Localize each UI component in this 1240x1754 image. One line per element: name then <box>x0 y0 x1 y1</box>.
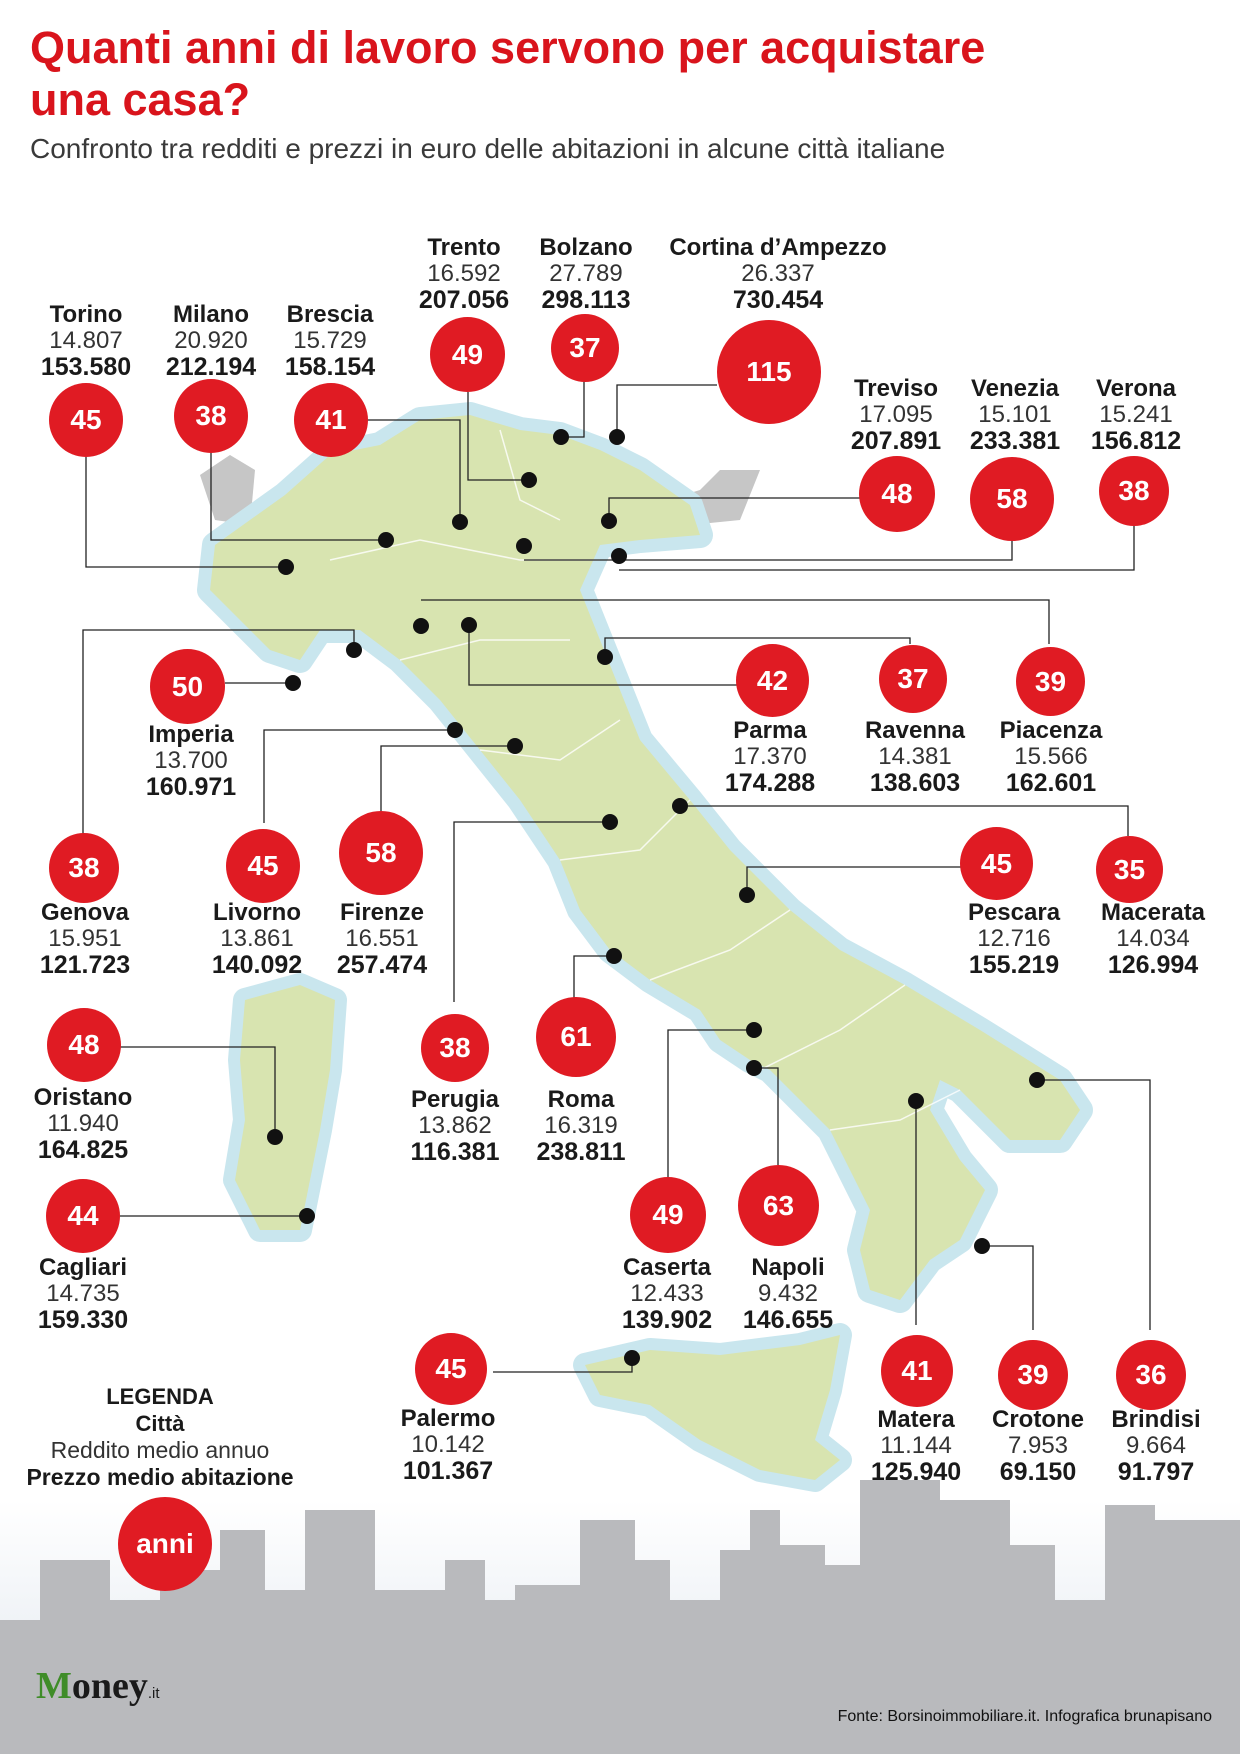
years-bubble-bolzano: 37 <box>551 314 619 382</box>
city-label-roma: Roma 16.319 238.811 <box>536 1086 626 1166</box>
city-label-brescia: Brescia 15.729 158.154 <box>284 301 376 381</box>
city-label-palermo: Palermo 10.142 101.367 <box>400 1405 496 1485</box>
years-bubble-firenze: 58 <box>339 811 423 895</box>
city-label-napoli: Napoli 9.432 146.655 <box>742 1254 834 1334</box>
city-label-brindisi: Brindisi 9.664 91.797 <box>1111 1406 1201 1486</box>
city-label-treviso: Treviso 17.095 207.891 <box>850 375 942 455</box>
city-label-verona: Verona 15.241 156.812 <box>1090 375 1182 455</box>
city-label-parma: Parma 17.370 174.288 <box>724 717 816 797</box>
city-label-torino: Torino 14.807 153.580 <box>40 301 132 381</box>
legend-city: Città <box>135 1411 185 1436</box>
years-bubble-roma: 61 <box>536 997 616 1077</box>
years-bubble-cortina: 115 <box>717 320 821 424</box>
legend: LEGENDA Città Reddito medio annuo Prezzo… <box>0 1383 320 1491</box>
page-subtitle: Confronto tra redditi e prezzi in euro d… <box>30 133 946 164</box>
years-bubble-livorno: 45 <box>226 829 300 903</box>
skyline <box>0 1480 1240 1754</box>
city-label-cortina: Cortina d’Ampezzo 26.337 730.454 <box>669 234 887 314</box>
years-bubble-genova: 38 <box>49 833 119 903</box>
source-credit: Fonte: Borsinoimmobiliare.it. Infografic… <box>837 1708 1212 1725</box>
city-label-genova: Genova 15.951 121.723 <box>39 899 131 979</box>
years-bubble-trento: 49 <box>430 317 505 392</box>
brand-logo: Money.it <box>36 1665 160 1707</box>
years-bubble-cagliari: 44 <box>46 1179 120 1253</box>
city-dots <box>267 429 1045 1366</box>
city-label-piacenza: Piacenza 15.566 162.601 <box>999 717 1103 797</box>
city-label-oristano: Oristano 11.940 164.825 <box>33 1084 133 1164</box>
years-bubble-treviso: 48 <box>859 456 935 532</box>
city-label-firenze: Firenze 16.551 257.474 <box>336 899 428 979</box>
city-label-macerata: Macerata 14.034 126.994 <box>1100 899 1206 979</box>
city-label-cagliari: Cagliari 14.735 159.330 <box>37 1254 129 1334</box>
years-bubble-caserta: 49 <box>630 1177 706 1253</box>
legend-title: LEGENDA <box>106 1384 214 1409</box>
legend-income: Reddito medio annuo <box>50 1437 270 1463</box>
city-label-matera: Matera 11.144 125.940 <box>870 1406 962 1486</box>
years-bubble-brindisi: 36 <box>1116 1340 1186 1410</box>
years-bubble-ravenna: 37 <box>879 645 947 713</box>
city-label-milano: Milano 20.920 212.194 <box>165 301 257 381</box>
years-bubble-crotone: 39 <box>998 1340 1068 1410</box>
legend-price: Prezzo medio abitazione <box>26 1464 294 1490</box>
city-label-bolzano: Bolzano 27.789 298.113 <box>539 234 633 314</box>
years-bubble-macerata: 35 <box>1096 836 1163 903</box>
years-bubble-brescia: 41 <box>294 383 368 457</box>
city-label-perugia: Perugia 13.862 116.381 <box>410 1086 500 1166</box>
years-bubble-oristano: 48 <box>47 1008 121 1082</box>
city-label-crotone: Crotone 7.953 69.150 <box>992 1406 1084 1486</box>
city-label-venezia: Venezia 15.101 233.381 <box>969 375 1061 455</box>
years-bubble-perugia: 38 <box>421 1014 489 1082</box>
years-bubble-torino: 45 <box>49 383 123 457</box>
years-bubble-piacenza: 39 <box>1016 647 1085 716</box>
city-label-caserta: Caserta 12.433 139.902 <box>621 1254 713 1334</box>
years-bubble-venezia: 58 <box>970 457 1054 541</box>
page-title: Quanti anni di lavoro servono per acquis… <box>30 22 986 125</box>
years-bubble-pescara: 45 <box>960 827 1033 900</box>
years-bubble-milano: 38 <box>174 379 248 453</box>
legend-years-bubble: anni <box>118 1497 212 1591</box>
years-bubble-verona: 38 <box>1099 456 1169 526</box>
city-label-trento: Trento 16.592 207.056 <box>418 234 510 314</box>
years-bubble-palermo: 45 <box>415 1333 487 1405</box>
city-label-livorno: Livorno 13.861 140.092 <box>211 899 303 979</box>
years-bubble-imperia: 50 <box>150 649 225 724</box>
city-label-ravenna: Ravenna 14.381 138.603 <box>864 717 966 797</box>
italy-shape <box>197 402 1093 1492</box>
city-label-pescara: Pescara 12.716 155.219 <box>967 899 1061 979</box>
years-bubble-matera: 41 <box>881 1335 953 1407</box>
years-bubble-parma: 42 <box>736 644 809 717</box>
city-label-imperia: Imperia 13.700 160.971 <box>145 721 237 801</box>
years-bubble-napoli: 63 <box>738 1165 819 1246</box>
